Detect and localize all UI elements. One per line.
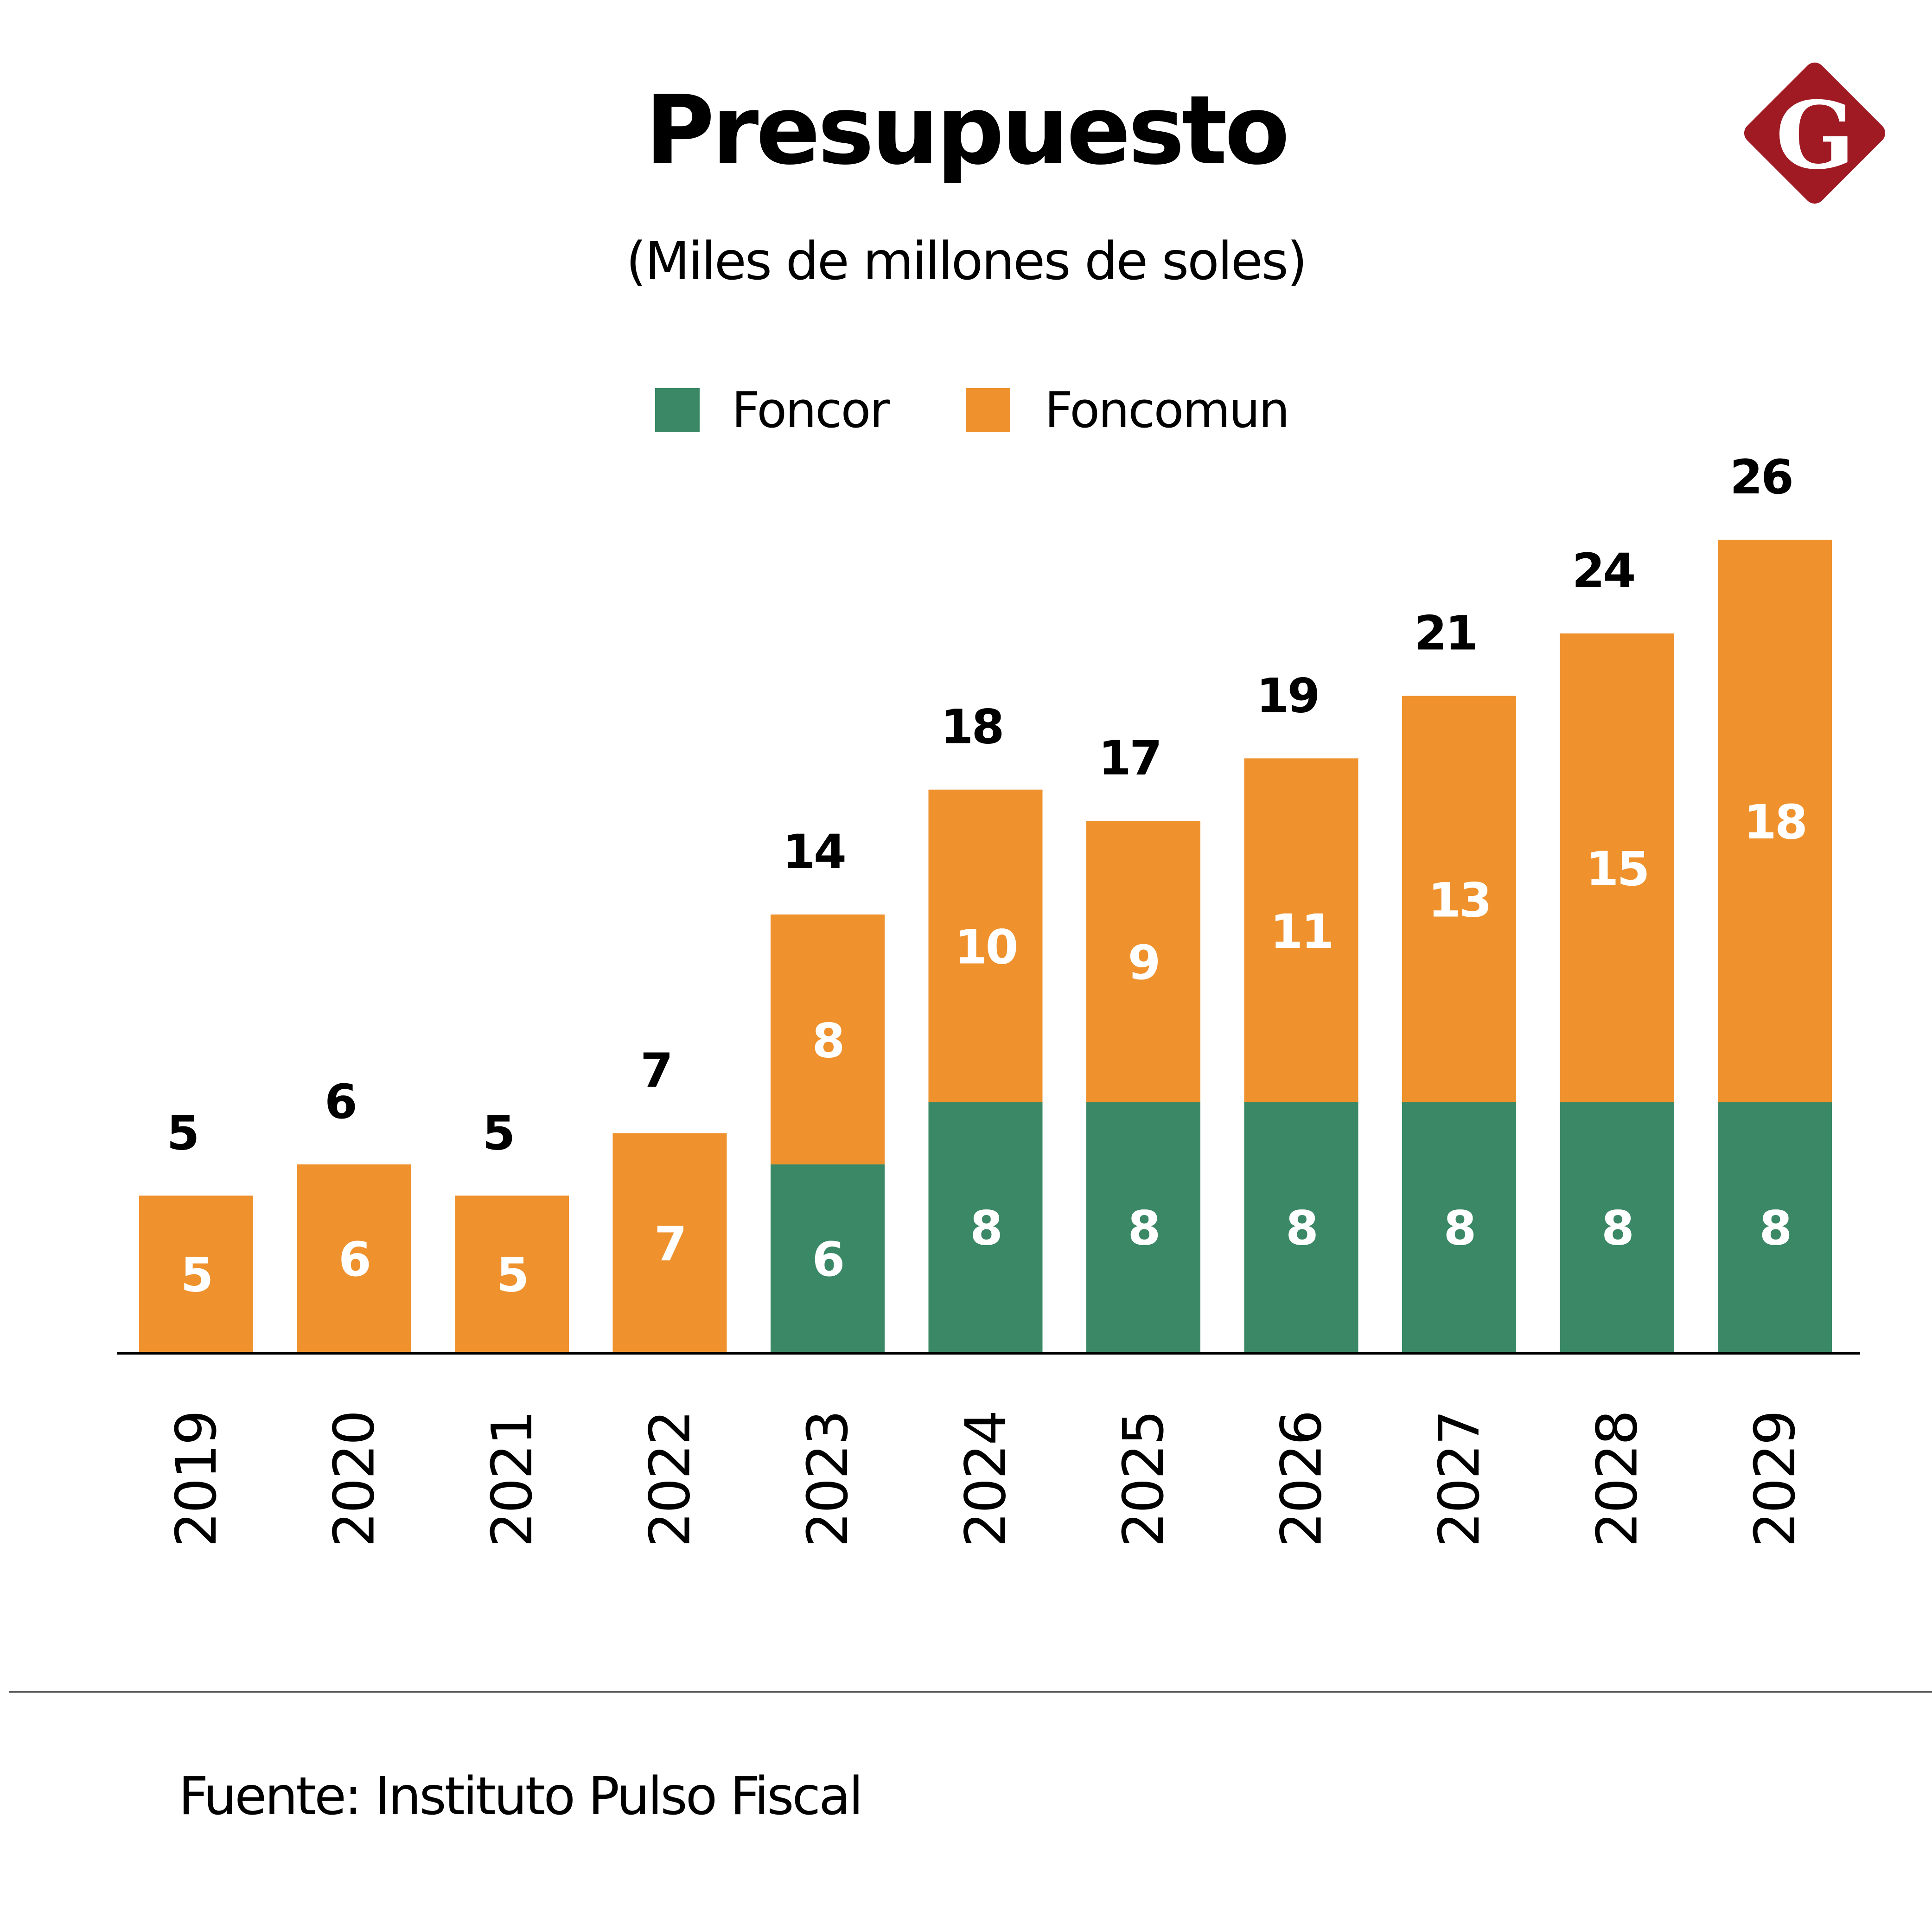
x-tick-label-2028: 2028: [1586, 1411, 1650, 1547]
segment-label-foncomun-2020: 6: [338, 1232, 370, 1287]
bar-segment-foncomun-2024: [928, 789, 1043, 1102]
x-tick-label-2027: 2027: [1428, 1411, 1492, 1547]
segment-label-foncomun-2026: 11: [1270, 904, 1333, 959]
total-label-2022: 7: [640, 1043, 671, 1099]
total-label-2021: 5: [483, 1106, 514, 1161]
segment-label-foncomun-2023: 8: [812, 1014, 843, 1069]
bar-segment-foncomun-2019: [139, 1196, 253, 1352]
x-tick-label-2019: 2019: [165, 1411, 229, 1547]
segment-label-foncomun-2022: 7: [654, 1216, 685, 1272]
segment-label-foncor-2029: 8: [1760, 1201, 1791, 1256]
stacked-bar-chart: 5 5 2019 6 6 2020 5 5 2021 7 7 2022 6 8 14 2023 8 10 18 202…: [117, 450, 1860, 1547]
segment-label-foncomun-2021: 5: [497, 1248, 528, 1303]
segment-label-foncor-2027: 8: [1444, 1201, 1475, 1256]
segment-label-foncor-2024: 8: [970, 1201, 1001, 1256]
total-label-2024: 18: [941, 700, 1003, 755]
total-label-2028: 24: [1572, 543, 1634, 599]
chart-subtitle: (Miles de millones de soles): [626, 231, 1307, 292]
segment-label-foncor-2028: 8: [1601, 1201, 1632, 1256]
bar-segment-foncor-2029: [1718, 1102, 1832, 1352]
legend-swatch-foncor: [655, 388, 700, 432]
bar-segment-foncor-2024: [928, 1102, 1043, 1352]
segment-label-foncomun-2029: 18: [1744, 795, 1806, 850]
bar-segment-foncomun-2025: [1086, 821, 1200, 1102]
bar-segment-foncomun-2023: [771, 914, 885, 1164]
total-label-2020: 6: [325, 1074, 356, 1130]
logo-letter: G: [1775, 81, 1855, 190]
bar-segment-foncor-2028: [1560, 1102, 1674, 1352]
x-tick-label-2024: 2024: [954, 1411, 1019, 1547]
x-tick-label-2025: 2025: [1112, 1411, 1176, 1547]
legend-label-foncomun: Foncomun: [1045, 382, 1290, 439]
bar-segment-foncomun-2027: [1402, 696, 1516, 1102]
total-label-2019: 5: [167, 1106, 198, 1161]
x-tick-label-2021: 2021: [480, 1411, 545, 1547]
segment-label-foncor-2023: 6: [812, 1232, 843, 1287]
x-tick-label-2023: 2023: [796, 1411, 861, 1547]
bar-segment-foncomun-2020: [297, 1164, 411, 1352]
bar-segment-foncomun-2021: [455, 1196, 569, 1352]
source-note: Fuente: Instituto Pulso Fiscal: [179, 1766, 863, 1827]
x-tick-label-2022: 2022: [638, 1411, 703, 1547]
total-label-2023: 14: [783, 825, 845, 880]
segment-label-foncomun-2027: 13: [1428, 873, 1490, 928]
bar-segment-foncor-2026: [1244, 1102, 1358, 1352]
bar-segment-foncomun-2028: [1560, 633, 1674, 1102]
x-tick-label-2026: 2026: [1270, 1411, 1334, 1547]
x-tick-label-2029: 2029: [1743, 1411, 1808, 1547]
bar-segment-foncor-2025: [1086, 1102, 1200, 1352]
bar-segment-foncomun-2026: [1244, 758, 1358, 1102]
segment-label-foncomun-2024: 10: [955, 920, 1017, 975]
bar-segment-foncomun-2022: [612, 1133, 727, 1352]
segment-label-foncor-2025: 8: [1128, 1201, 1159, 1256]
bar-segment-foncomun-2029: [1718, 539, 1832, 1102]
footer-separator: [9, 1691, 1932, 1693]
total-label-2025: 17: [1098, 731, 1160, 786]
total-label-2029: 26: [1730, 450, 1792, 505]
bar-segment-foncor-2027: [1402, 1102, 1516, 1352]
legend-swatch-foncomun: [966, 388, 1010, 432]
chart-title: Presupuesto: [645, 76, 1290, 186]
segment-label-foncomun-2028: 15: [1586, 842, 1648, 897]
total-label-2026: 19: [1256, 668, 1319, 723]
segment-label-foncomun-2019: 5: [181, 1248, 212, 1303]
legend-label-foncor: Foncor: [732, 382, 890, 439]
total-label-2027: 21: [1414, 606, 1476, 661]
x-tick-label-2020: 2020: [323, 1411, 387, 1547]
segment-label-foncomun-2025: 9: [1128, 935, 1159, 991]
bar-segment-foncor-2023: [771, 1164, 885, 1352]
segment-label-foncor-2026: 8: [1286, 1201, 1317, 1256]
